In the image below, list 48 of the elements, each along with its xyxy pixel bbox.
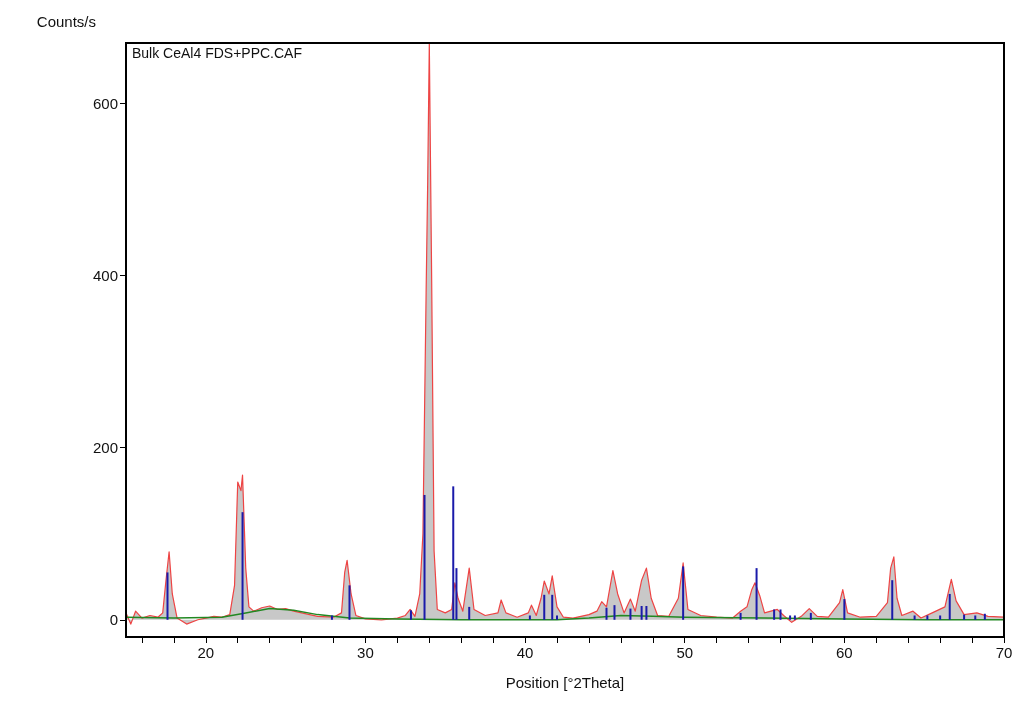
- bar: [948, 593, 951, 620]
- bar: [963, 614, 966, 620]
- bar: [682, 566, 685, 620]
- annotation: Bulk CeAl4 FDS+PPC.CAF: [132, 45, 302, 61]
- bar: [891, 580, 894, 620]
- x-tick-label: 70: [995, 644, 1013, 661]
- bar: [939, 615, 942, 620]
- bar: [528, 615, 531, 620]
- bar: [348, 585, 351, 620]
- bar: [423, 494, 426, 620]
- bar: [468, 606, 471, 620]
- bar: [789, 615, 792, 620]
- x-tick-label: 30: [357, 644, 374, 661]
- bar: [330, 615, 333, 620]
- y-tick-label: 400: [92, 266, 118, 284]
- line-series: [125, 607, 1005, 621]
- bar: [613, 605, 616, 620]
- bar: [974, 615, 977, 620]
- bar: [779, 609, 782, 620]
- x-tick-label: 50: [676, 644, 694, 661]
- bar: [809, 612, 812, 620]
- bar: [793, 615, 796, 620]
- bar: [640, 606, 643, 620]
- x-tick-label: 60: [836, 644, 853, 661]
- bar: [605, 607, 608, 620]
- bar: [166, 572, 169, 620]
- bar: [773, 609, 776, 620]
- bar: [629, 608, 632, 620]
- y-axis-title: Counts/s: [36, 13, 96, 30]
- bar: [739, 612, 742, 620]
- bar: [543, 594, 546, 620]
- bar: [645, 606, 648, 620]
- bar: [409, 610, 412, 620]
- y-tick-label: 200: [92, 439, 118, 457]
- bar: [755, 568, 758, 620]
- bar: [452, 486, 455, 620]
- bar: [556, 615, 559, 620]
- bar: [926, 615, 929, 620]
- bar: [843, 599, 846, 620]
- bar: [983, 613, 986, 620]
- bar: [241, 512, 244, 620]
- x-tick-label: 20: [197, 644, 215, 661]
- bar: [913, 615, 916, 620]
- bar: [551, 594, 554, 620]
- x-axis-title: Position [°2Theta]: [505, 674, 625, 691]
- x-tick-label: 40: [516, 644, 534, 661]
- y-tick-label: 600: [92, 94, 118, 112]
- y-tick-label: 0: [109, 611, 118, 629]
